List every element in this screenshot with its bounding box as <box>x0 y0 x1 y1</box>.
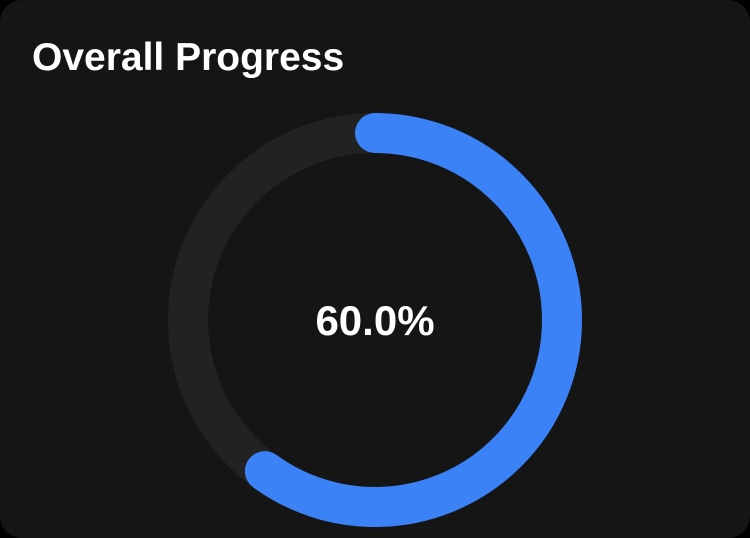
progress-ring-fill <box>168 113 582 527</box>
card-title: Overall Progress <box>32 36 345 79</box>
progress-percent-label: 60.0% <box>315 297 435 344</box>
